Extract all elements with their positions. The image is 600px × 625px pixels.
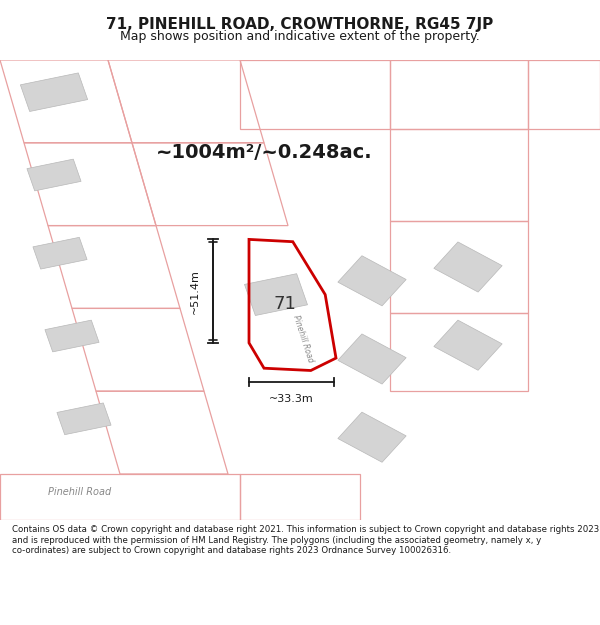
Text: Pinehill Road: Pinehill Road [48, 488, 111, 498]
Polygon shape [338, 334, 406, 384]
Polygon shape [27, 159, 81, 191]
Text: 71: 71 [274, 295, 296, 312]
Polygon shape [244, 274, 308, 316]
Polygon shape [57, 403, 111, 434]
Text: Map shows position and indicative extent of the property.: Map shows position and indicative extent… [120, 30, 480, 43]
Text: ~1004m²/~0.248ac.: ~1004m²/~0.248ac. [155, 142, 373, 161]
Polygon shape [434, 320, 502, 370]
Text: Contains OS data © Crown copyright and database right 2021. This information is : Contains OS data © Crown copyright and d… [12, 525, 599, 555]
Polygon shape [338, 256, 406, 306]
Polygon shape [45, 320, 99, 352]
Polygon shape [338, 412, 406, 462]
Polygon shape [20, 73, 88, 111]
Text: 71, PINEHILL ROAD, CROWTHORNE, RG45 7JP: 71, PINEHILL ROAD, CROWTHORNE, RG45 7JP [106, 17, 494, 32]
Text: Pinehill Road: Pinehill Road [291, 313, 315, 363]
Text: ~51.4m: ~51.4m [190, 269, 200, 314]
Text: ~33.3m: ~33.3m [269, 394, 314, 404]
Polygon shape [33, 238, 87, 269]
Polygon shape [434, 242, 502, 292]
